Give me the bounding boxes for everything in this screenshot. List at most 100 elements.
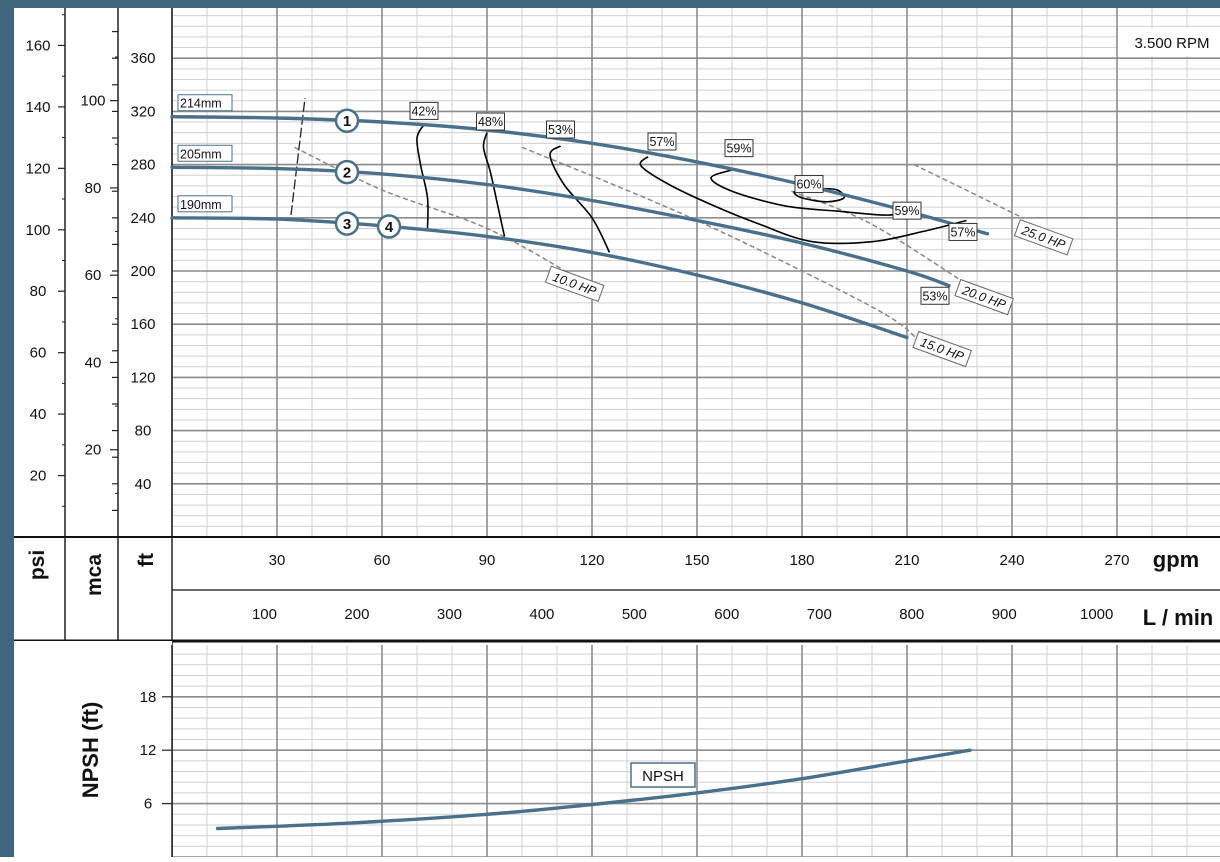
lmin-tick-label: 900	[992, 606, 1017, 623]
diameter-label: 205mm	[180, 147, 222, 161]
efficiency-curve	[549, 145, 611, 253]
efficiency-curve	[416, 124, 429, 229]
efficiency-label-box	[409, 101, 439, 120]
npsh-axis-label: NPSH (ft)	[78, 702, 103, 799]
axis-ticks: 2040608010012014016020406080100408012016…	[25, 14, 1214, 813]
curve-id-label: 4	[385, 219, 394, 236]
mca-tick-label: 80	[85, 180, 102, 197]
efficiency-label-box	[647, 132, 677, 151]
npsh-curve	[215, 748, 972, 831]
psi-axis-label: psi	[26, 550, 49, 580]
power-label: 20.0 HP	[959, 283, 1008, 312]
series-layer	[170, 98, 1023, 831]
lmin-tick-label: 200	[344, 606, 369, 623]
npsh-tick-label: 6	[144, 796, 152, 813]
curve-id-circle	[334, 159, 360, 185]
ft-tick-label: 240	[130, 210, 155, 227]
diameter-label: 190mm	[180, 198, 222, 212]
power-label-group: 20.0 HP	[954, 278, 1015, 316]
lmin-tick-label: 300	[437, 606, 462, 623]
efficiency-label: 59%	[726, 142, 751, 156]
power-curve	[913, 163, 1023, 219]
ft-tick-label: 320	[130, 103, 155, 120]
mca-tick-label: 100	[80, 93, 105, 110]
labels-layer: 3.500 RPM 214mm 205mm 190mm 3 4 2 1 42% 48% 53% 57%…	[177, 28, 1220, 788]
power-label-box	[912, 330, 973, 368]
psi-tick-label: 100	[25, 222, 50, 239]
npshr-limit-line	[290, 98, 306, 216]
psi-tick-label: 20	[30, 468, 47, 485]
efficiency-label: 42%	[411, 104, 436, 118]
psi-tick-label: 40	[30, 406, 47, 423]
lmin-tick-label: 500	[622, 606, 647, 623]
curve-id-label: 3	[343, 216, 351, 233]
efficiency-label-box	[920, 286, 950, 305]
gpm-tick-label: 120	[579, 552, 604, 569]
curve-id-circle	[376, 214, 402, 239]
lmin-tick-label: 700	[807, 606, 832, 623]
efficiency-label: 60%	[796, 178, 821, 192]
diameter-label-box	[177, 94, 233, 112]
lmin-tick-label: 600	[714, 606, 739, 623]
ft-tick-label: 200	[130, 263, 155, 280]
efficiency-label: 57%	[950, 225, 975, 239]
mca-axis-label: mca	[83, 554, 106, 596]
efficiency-curve	[639, 155, 967, 245]
ft-tick-label: 120	[130, 369, 155, 386]
efficiency-label: 53%	[548, 123, 573, 137]
curve-id-circle	[334, 211, 360, 236]
efficiency-label: 48%	[478, 115, 503, 129]
efficiency-label: 59%	[894, 204, 919, 218]
psi-tick-label: 140	[25, 99, 50, 116]
grid-bottom	[171, 645, 1220, 858]
ft-tick-label: 80	[135, 423, 152, 440]
lmin-axis-label: L / min	[1143, 605, 1214, 630]
ft-tick-label: 280	[130, 157, 155, 174]
head-curve	[170, 216, 909, 340]
diameter-label-box	[177, 144, 233, 162]
lmin-tick-label: 800	[899, 606, 924, 623]
power-label: 25.0 HP	[1019, 223, 1068, 252]
npsh-tick-label: 18	[140, 689, 157, 706]
mca-tick-label: 40	[85, 354, 102, 371]
gpm-tick-label: 30	[269, 552, 286, 569]
diameter-label: 214mm	[180, 97, 222, 111]
psi-tick-label: 60	[30, 345, 47, 362]
efficiency-label-box	[476, 112, 505, 131]
npsh-series-label: NPSH	[642, 768, 684, 785]
curve-id-circle	[334, 108, 360, 133]
psi-tick-label: 80	[30, 283, 47, 300]
power-curve	[294, 146, 575, 277]
psi-tick-label: 120	[25, 160, 50, 177]
ft-tick-label: 160	[130, 316, 155, 333]
efficiency-label-box	[948, 222, 978, 241]
mca-tick-label: 60	[85, 267, 102, 284]
lmin-tick-label: 100	[252, 606, 277, 623]
gpm-tick-label: 180	[789, 552, 814, 569]
efficiency-label-box	[794, 175, 824, 194]
head-curve	[170, 115, 990, 236]
ft-axis-label: ft	[135, 553, 158, 567]
gpm-axis-label: gpm	[1153, 547, 1199, 572]
gpm-tick-label: 210	[894, 552, 919, 569]
gpm-tick-label: 150	[684, 552, 709, 569]
efficiency-label-box	[724, 139, 754, 158]
mca-tick-label: 20	[85, 442, 102, 459]
frame-left-bar	[0, 0, 14, 857]
ft-tick-label: 360	[130, 50, 155, 67]
head-curve	[170, 165, 951, 288]
gpm-tick-label: 270	[1104, 552, 1129, 569]
power-label-box	[544, 265, 605, 303]
gpm-tick-label: 90	[479, 552, 496, 569]
curve-id-label: 1	[343, 113, 351, 130]
gpm-tick-label: 60	[374, 552, 391, 569]
curve-id-label: 2	[343, 165, 351, 182]
lmin-tick-label: 400	[529, 606, 554, 623]
efficiency-curve	[482, 132, 506, 237]
efficiency-label-box	[546, 120, 575, 139]
power-label-box	[954, 278, 1015, 316]
npsh-tick-label: 12	[140, 742, 157, 759]
